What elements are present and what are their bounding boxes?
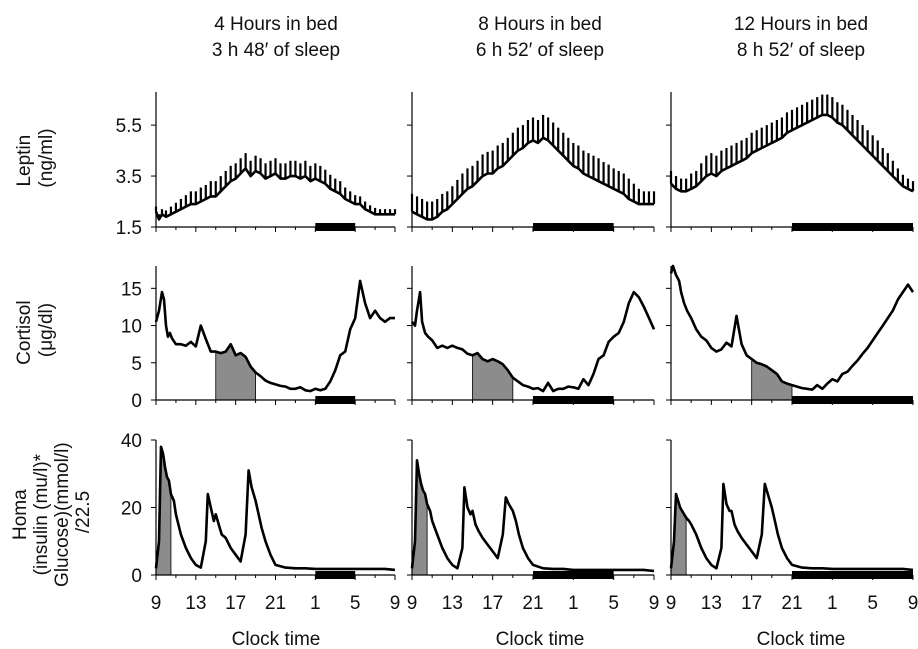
x-tick-label: 13 <box>701 593 722 614</box>
x-tick-label: 9 <box>407 593 418 614</box>
column-title-1-line-1: 4 Hours in bed <box>214 14 338 35</box>
x-axis-title-1: Clock time <box>232 629 321 649</box>
x-tick-label: 13 <box>442 593 463 614</box>
sleep-period-bar <box>315 223 356 231</box>
panel-cortisol-2 <box>407 266 656 405</box>
series-line <box>410 290 656 393</box>
row-labels: Leptin (ng/ml) Cortisol (μg/dl) Homa (in… <box>10 128 94 587</box>
y-tick-label: 10 <box>121 317 142 338</box>
series-line <box>670 113 914 193</box>
column-title-3-line-2: 8 h 52′ of sleep <box>737 40 865 61</box>
panel-cortisol-1: 0 5 10 15 <box>121 266 396 412</box>
panel-cortisol-3 <box>666 264 915 405</box>
row-label-homa: Homa (insulin (mu/l)* Glucose)(mmol/l) /… <box>10 437 94 587</box>
column-title-3-line-1: 12 Hours in bed <box>734 14 868 35</box>
shaded-area <box>751 358 793 401</box>
y-tick-label: 3.5 <box>116 167 142 188</box>
panel-leptin-3 <box>666 92 915 232</box>
row-label-homa-line-1: Homa <box>10 489 31 540</box>
x-tick-label: 5 <box>608 593 619 614</box>
x-tick-label: 9 <box>151 593 162 614</box>
sleep-period-bar <box>533 571 614 579</box>
y-tick-label: 20 <box>121 499 142 520</box>
x-axis-title-2: Clock time <box>496 629 585 649</box>
x-tick-label: 21 <box>522 593 543 614</box>
series-line <box>154 279 395 393</box>
sleep-period-bar <box>315 396 356 404</box>
row-label-homa-line-2: (insulin (mu/l)* <box>31 453 52 575</box>
sleep-period-bar <box>792 396 913 404</box>
x-tick-label: 17 <box>482 593 503 614</box>
y-tick-label: 5.5 <box>116 116 142 137</box>
row-label-leptin: Leptin (ng/ml) <box>14 128 57 187</box>
series-line <box>154 445 396 572</box>
row-label-homa-line-4: /22.5 <box>73 491 94 533</box>
series-line <box>669 482 914 572</box>
x-tick-label: 13 <box>185 593 206 614</box>
series-line <box>410 459 655 573</box>
sleep-period-bar <box>533 223 614 231</box>
y-tick-label: 1.5 <box>116 218 142 239</box>
sleep-period-bar <box>792 223 913 231</box>
x-tick-label: 1 <box>310 593 321 614</box>
x-axis-titles: Clock time Clock time Clock time <box>232 629 846 649</box>
y-tick-label: 0 <box>131 566 142 587</box>
x-tick-label: 17 <box>741 593 762 614</box>
row-label-leptin-line-1: Leptin <box>14 135 35 187</box>
x-tick-label: 21 <box>265 593 286 614</box>
series-line <box>669 264 915 391</box>
row-label-leptin-line-2: (ng/ml) <box>36 128 57 187</box>
panel-leptin-1: 1.5 3.5 5.5 <box>116 92 397 239</box>
x-tick-label: 1 <box>827 593 838 614</box>
row-label-cortisol: Cortisol (μg/dl) <box>14 295 57 365</box>
x-tick-label: 9 <box>666 593 677 614</box>
y-tick-label: 15 <box>121 279 142 300</box>
column-title-2-line-1: 8 Hours in bed <box>478 14 602 35</box>
sleep-period-bar <box>315 571 356 579</box>
x-tick-label: 9 <box>649 593 660 614</box>
x-tick-label: 17 <box>225 593 246 614</box>
x-tick-label: 9 <box>908 593 918 614</box>
series-line <box>154 167 395 221</box>
x-tick-label: 5 <box>350 593 361 614</box>
y-tick-label: 40 <box>121 431 142 452</box>
x-tick-label: 21 <box>781 593 802 614</box>
y-tick-label: 5 <box>131 354 142 375</box>
series-line <box>411 136 654 221</box>
y-tick-label: 0 <box>131 391 142 412</box>
x-tick-label: 1 <box>568 593 579 614</box>
sleep-period-bar <box>792 571 913 579</box>
panel-leptin-2 <box>407 92 656 232</box>
row-label-homa-line-3: Glucose)(mmol/l) <box>52 442 73 587</box>
column-titles: 4 Hours in bed 3 h 48′ of sleep 8 Hours … <box>212 14 868 61</box>
column-title-2-line-2: 6 h 52′ of sleep <box>476 40 604 61</box>
sleep-period-bar <box>533 396 614 404</box>
x-tick-label: 9 <box>390 593 401 614</box>
panel-homa-3: 9 13 17 21 1 5 9 <box>666 439 918 614</box>
column-title-1-line-2: 3 h 48′ of sleep <box>212 40 340 61</box>
row-label-cortisol-line-1: Cortisol <box>14 300 35 364</box>
row-label-cortisol-line-2: (μg/dl) <box>36 303 57 357</box>
panel-homa-2: 9 13 17 21 1 5 9 <box>407 439 660 614</box>
x-tick-label: 5 <box>867 593 878 614</box>
x-axis-title-3: Clock time <box>757 629 846 649</box>
